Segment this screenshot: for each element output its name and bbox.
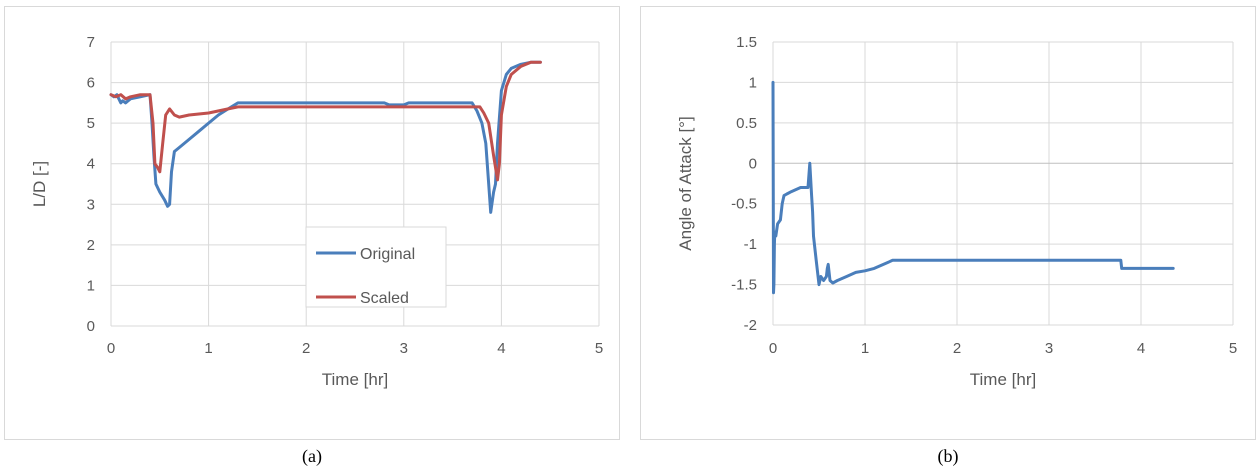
y-tick-label: -1.5 xyxy=(731,277,757,294)
x-tick-label: 4 xyxy=(1137,340,1145,357)
x-tick-label: 2 xyxy=(953,340,961,357)
series-line-scaled xyxy=(109,60,542,182)
legend-box xyxy=(305,226,447,308)
y-tick-label: -1 xyxy=(744,236,757,253)
series-line-0 xyxy=(771,80,1175,295)
y-tick-label: 6 xyxy=(87,75,95,92)
y-tick-label: 1 xyxy=(749,74,757,91)
x-axis-title: Time [hr] xyxy=(970,370,1036,389)
caption-a: (a) xyxy=(302,446,322,466)
y-tick-label: 4 xyxy=(87,156,95,173)
x-tick-label: 1 xyxy=(861,340,869,357)
y-tick-label: 0 xyxy=(87,318,95,335)
y-axis-title: Angle of Attack [°] xyxy=(676,116,695,250)
x-tick-label: 4 xyxy=(497,340,505,357)
x-tick-label: 0 xyxy=(107,340,115,357)
x-tick-label: 3 xyxy=(1045,340,1053,357)
y-tick-label: 5 xyxy=(87,115,95,132)
x-tick-label: 0 xyxy=(769,340,777,357)
legend-label-original: Original xyxy=(360,246,415,263)
y-tick-label: -2 xyxy=(744,317,757,334)
y-tick-label: 1 xyxy=(87,277,95,294)
legend-label-scaled: Scaled xyxy=(360,290,409,307)
y-tick-label: 2 xyxy=(87,237,95,254)
series-line-original xyxy=(109,60,542,214)
chart-a-svg: 0 1 2 3 4 5 0 1 2 3 4 5 6 7 Time [hr] L/D [-] Original Sc… xyxy=(30,34,603,389)
caption-b: (b) xyxy=(937,446,959,466)
y-tick-label: 7 xyxy=(87,34,95,51)
x-axis-title: Time [hr] xyxy=(322,370,388,389)
chart-panel-b: 0 1 2 3 4 5 -2 -1.5 -1 -0.5 0 0.5 1 1.5 Time [hr] Angle… xyxy=(640,6,1256,440)
y-tick-label: 3 xyxy=(87,196,95,213)
y-tick-label: -0.5 xyxy=(731,196,757,213)
chart-b-svg: 0 1 2 3 4 5 -2 -1.5 -1 -0.5 0 0.5 1 1.5 Time [hr] Angle… xyxy=(676,34,1237,389)
x-tick-label: 5 xyxy=(595,340,603,357)
y-axis-title: L/D [-] xyxy=(30,161,49,207)
y-tick-label: 0.5 xyxy=(736,115,757,132)
x-tick-label: 1 xyxy=(204,340,212,357)
x-tick-label: 3 xyxy=(400,340,408,357)
x-tick-label: 5 xyxy=(1229,340,1237,357)
x-tick-label: 2 xyxy=(302,340,310,357)
y-tick-label: 0 xyxy=(749,155,757,172)
y-tick-label: 1.5 xyxy=(736,34,757,51)
chart-panel-a: 0 1 2 3 4 5 0 1 2 3 4 5 6 7 Time [hr] L/D [-] Original Sc… xyxy=(4,6,620,440)
